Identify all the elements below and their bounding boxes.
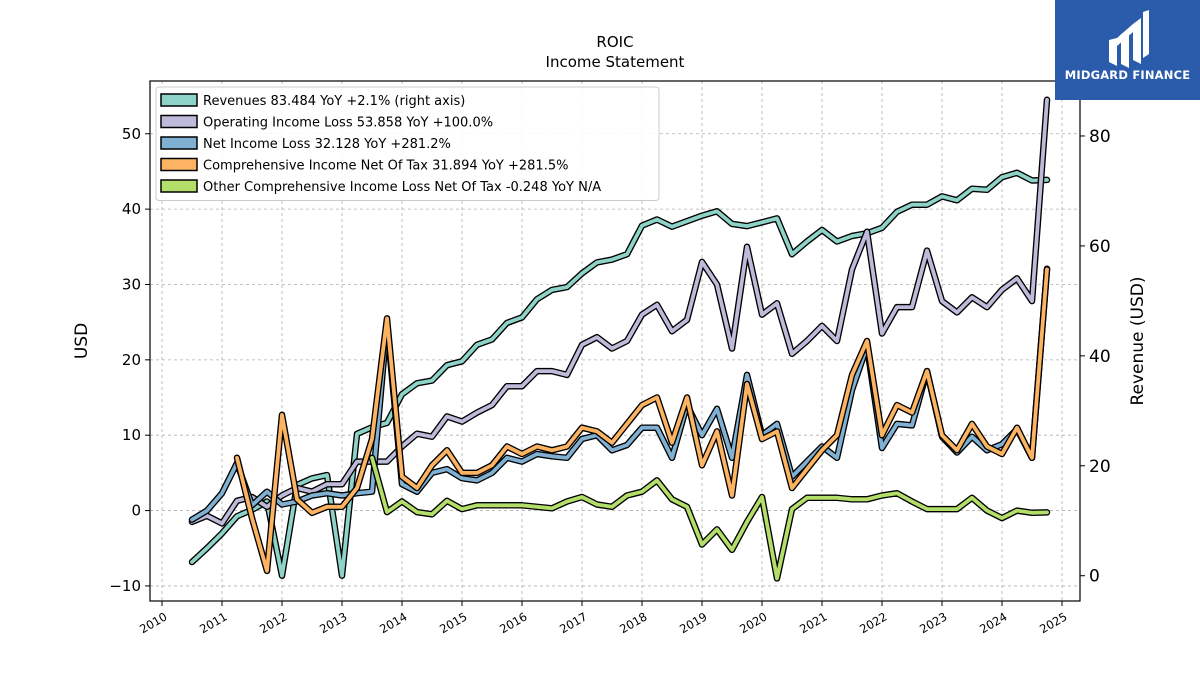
series-line-0 (190, 170, 1049, 578)
y-tick-label-right: 60 (1089, 237, 1111, 257)
series-line-2 (190, 266, 1049, 522)
legend-box (155, 86, 660, 201)
x-tick-label: 2015 (437, 609, 469, 636)
x-tick-label: 2017 (557, 609, 589, 636)
x-tick-label: 2023 (917, 609, 949, 636)
x-tick-label: 2019 (677, 609, 709, 636)
series-outline-0 (188, 169, 1051, 579)
y-tick-label-left: 0 (131, 502, 141, 520)
y-tick-label-left: 50 (122, 125, 141, 143)
x-tick-label: 2018 (617, 609, 649, 636)
plot-frame (149, 80, 1081, 602)
chart-title: ROIC (596, 33, 633, 51)
y-tick-label-left: 20 (122, 351, 141, 369)
legend-label-4: Other Comprehensive Income Loss Net Of T… (203, 180, 601, 195)
x-tick-label: 2011 (197, 609, 229, 636)
x-tick-label: 2010 (137, 609, 169, 636)
x-tick-label: 2014 (377, 609, 409, 636)
y-tick-label-left: 40 (122, 200, 141, 218)
y-tick-label-left: 30 (122, 275, 141, 293)
legend-swatch-1 (160, 114, 198, 129)
y-tick-label-left: −10 (109, 577, 141, 595)
legend-swatch-3 (160, 157, 198, 172)
x-tick-label: 2022 (857, 609, 889, 636)
legend-label-0: Revenues 83.484 YoY +2.1% (right axis) (203, 94, 465, 109)
legend-swatch-0 (160, 93, 198, 107)
bottom-axis: 2010 2011 2012 2013 2014 2015 2016 2017 2018 2019… (137, 601, 1070, 636)
x-tick-label: 2016 (497, 609, 529, 636)
legend: Revenues 83.484 YoY +2.1% (right axis) Op… (155, 86, 660, 201)
chart-subtitle: Income Statement (546, 53, 685, 71)
brand-logo: MIDGARD FINANCE (1055, 0, 1200, 100)
y-tick-label-right: 40 (1089, 347, 1111, 367)
legend-swatch-4 (160, 179, 198, 193)
y-axis-label-left: USD (72, 323, 92, 359)
x-tick-label: 2013 (317, 609, 349, 636)
right-axis: 0 20 40 60 80 (1080, 127, 1111, 587)
brand-name: MIDGARD FINANCE (1064, 68, 1191, 82)
x-tick-label: 2024 (977, 609, 1009, 636)
x-tick-label: 2012 (257, 609, 289, 636)
legend-label-1: Operating Income Loss 53.858 YoY +100.0% (203, 116, 493, 131)
x-tick-label: 2020 (737, 609, 769, 636)
series-line-1 (190, 97, 1049, 526)
legend-swatch-2 (160, 136, 198, 150)
midgard-logo-icon (1109, 10, 1149, 68)
x-tick-label: 2025 (1037, 609, 1069, 636)
series-line-4 (370, 455, 1049, 581)
y-axis-label-right: Revenue (USD) (1128, 276, 1148, 405)
series-layer (188, 96, 1051, 582)
y-tick-label-right: 80 (1089, 127, 1111, 147)
y-tick-label-right: 0 (1089, 567, 1100, 587)
legend-label-3: Comprehensive Income Net Of Tax 31.894 Y… (203, 159, 568, 174)
left-axis: −10 0 10 20 30 40 50 (109, 125, 150, 595)
x-tick-label: 2021 (797, 609, 829, 636)
y-tick-label-left: 10 (122, 426, 141, 444)
series-line-3 (235, 267, 1049, 573)
legend-label-2: Net Income Loss 32.128 YoY +281.2% (203, 137, 451, 152)
y-tick-label-right: 20 (1089, 457, 1111, 477)
